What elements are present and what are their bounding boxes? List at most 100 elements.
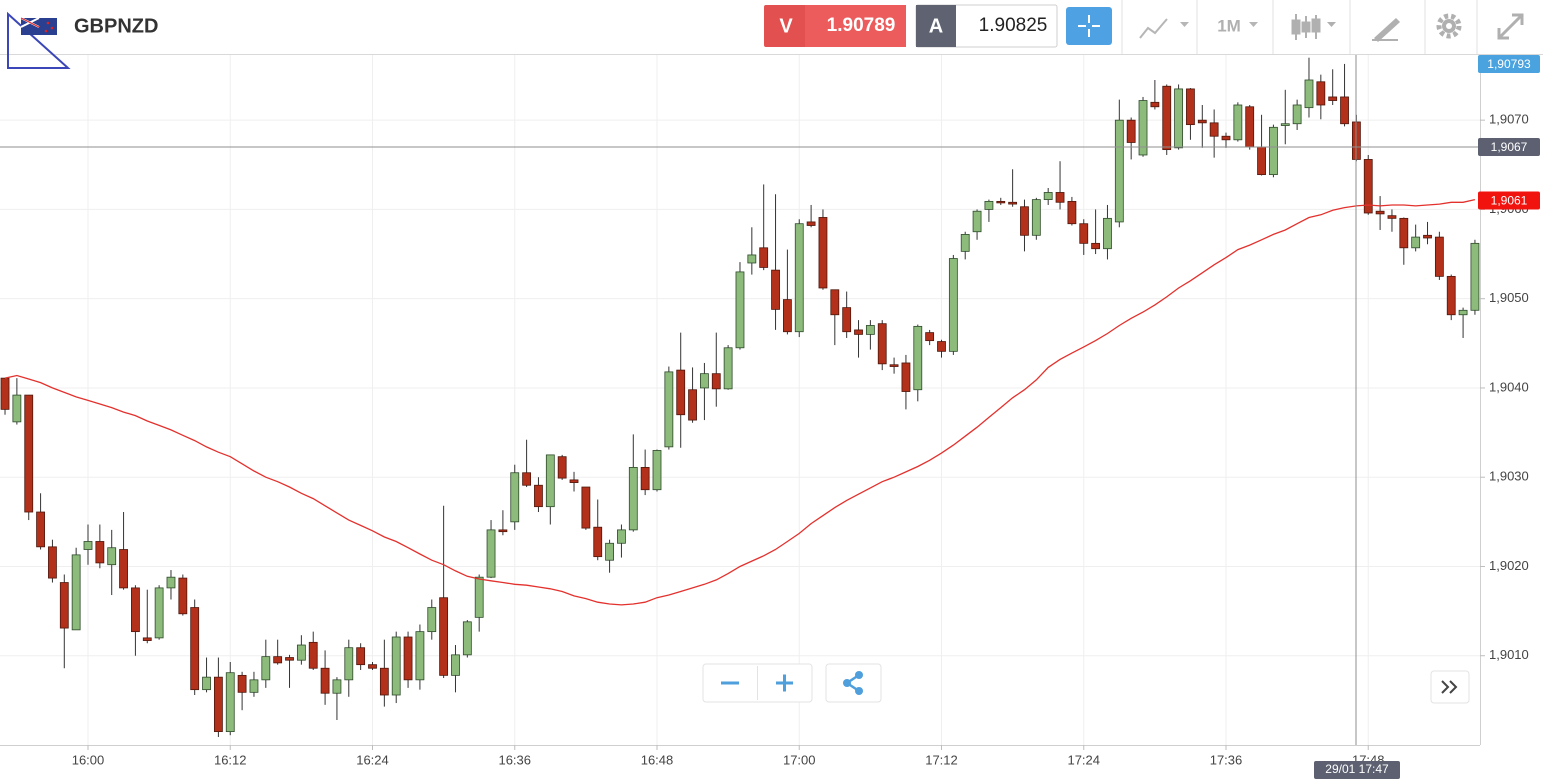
candle-body (379, 667, 389, 696)
candle-body (865, 325, 875, 335)
settings-button[interactable] (1436, 13, 1462, 39)
candle-body (24, 394, 34, 513)
x-tick-label: 16:12 (214, 752, 247, 767)
crosshair-button[interactable] (1066, 7, 1112, 45)
x-tick-label: 16:36 (498, 752, 531, 767)
candle-body (131, 587, 140, 633)
candle-body (1103, 217, 1112, 250)
labels: 1,90101,90201,90301,90401,90501,90601,90… (72, 55, 1540, 779)
candle-body (296, 644, 306, 661)
x-tick-label: 17:00 (783, 752, 816, 767)
candle-body (1446, 275, 1456, 316)
candle-body (83, 541, 93, 550)
candle-body (1233, 104, 1243, 141)
candle-body (1091, 242, 1101, 250)
candle-body (1079, 223, 1089, 244)
candle-body (1138, 100, 1148, 156)
candle-body (107, 547, 117, 566)
candle-body (1197, 119, 1207, 124)
candle-body (652, 450, 662, 491)
scroll-right-button[interactable] (1430, 670, 1470, 704)
candle-body (1316, 81, 1326, 106)
drawing-button[interactable] (1372, 18, 1400, 42)
candle-body (320, 667, 330, 694)
candle-body (806, 221, 816, 226)
candle-body (415, 631, 425, 681)
sell-button[interactable]: V 1.90789 (764, 5, 906, 47)
candle-body (0, 377, 10, 410)
candle-body (510, 472, 520, 523)
candle-body (249, 679, 259, 693)
candle-body (344, 647, 354, 681)
candle-body (901, 362, 911, 392)
candle-body (759, 247, 769, 268)
candle-body (1020, 206, 1029, 236)
candle-body (1411, 236, 1421, 249)
candle-body (782, 299, 792, 333)
candle-body (427, 607, 437, 633)
candle-body (1067, 200, 1077, 225)
candle-body (403, 636, 413, 681)
candle-body (1340, 96, 1349, 125)
candle-body (474, 576, 484, 618)
timeframe-button[interactable]: 1M (1217, 16, 1258, 35)
candle-body (1114, 119, 1124, 223)
last-price-label: 1,90793 (1487, 57, 1531, 71)
x-tick-label: 17:12 (925, 752, 958, 767)
candle-body (581, 486, 591, 529)
candle-body (842, 307, 852, 333)
candle-body (960, 234, 970, 252)
candle-body (1458, 309, 1468, 316)
candle-body (830, 289, 840, 316)
candle-body (178, 577, 188, 615)
sell-price: 1.90789 (827, 15, 896, 36)
candle-body (1043, 192, 1053, 201)
candle-body (877, 323, 887, 365)
candle-body (48, 546, 57, 579)
candle-body (261, 656, 271, 681)
candle-type-button[interactable] (1291, 14, 1336, 40)
candle-body (190, 607, 200, 691)
toolbar-separators (1121, 0, 1478, 54)
candle-body (1363, 159, 1373, 214)
candle-body (59, 582, 69, 629)
candle-body (688, 389, 697, 421)
candle-body (640, 466, 650, 491)
candle-body (889, 364, 899, 367)
candle-body (273, 656, 283, 664)
candle-body (1280, 123, 1290, 126)
candle-body (119, 549, 128, 589)
buy-label: A (929, 15, 943, 37)
candle-body (534, 484, 543, 508)
candle-body (1055, 192, 1065, 203)
candle-body (617, 529, 626, 544)
candle-body (996, 200, 1006, 204)
candle-body (1423, 234, 1432, 239)
candle-body (1387, 215, 1397, 219)
candle-body (794, 223, 804, 333)
y-tick-label: 1,9040 (1489, 379, 1529, 394)
candle-body (937, 341, 946, 352)
candle-body (664, 371, 674, 448)
candle-body (1031, 199, 1041, 236)
average-price-label: 1,9061 (1491, 194, 1528, 208)
zoom-in-button[interactable] (776, 674, 793, 692)
candle-body (1257, 146, 1266, 176)
candle-body (676, 369, 686, 416)
y-tick-label: 1,9050 (1489, 290, 1529, 305)
candle-body (71, 554, 81, 631)
candle-body (913, 325, 923, 391)
candle-body (948, 258, 958, 352)
candle-body (285, 657, 294, 661)
candle-body (225, 672, 235, 733)
share-button[interactable] (825, 663, 882, 703)
chart-type-button[interactable] (1139, 18, 1189, 39)
candle-body (700, 373, 709, 389)
crosshair-price-label: 1,9067 (1491, 140, 1528, 154)
fullscreen-button[interactable] (1497, 13, 1524, 40)
candle-body (735, 271, 745, 349)
candle-body (486, 529, 496, 578)
buy-button[interactable]: A 1.90825 (915, 4, 1058, 48)
candle-body (569, 479, 579, 483)
y-tick-label: 1,9030 (1489, 469, 1529, 484)
